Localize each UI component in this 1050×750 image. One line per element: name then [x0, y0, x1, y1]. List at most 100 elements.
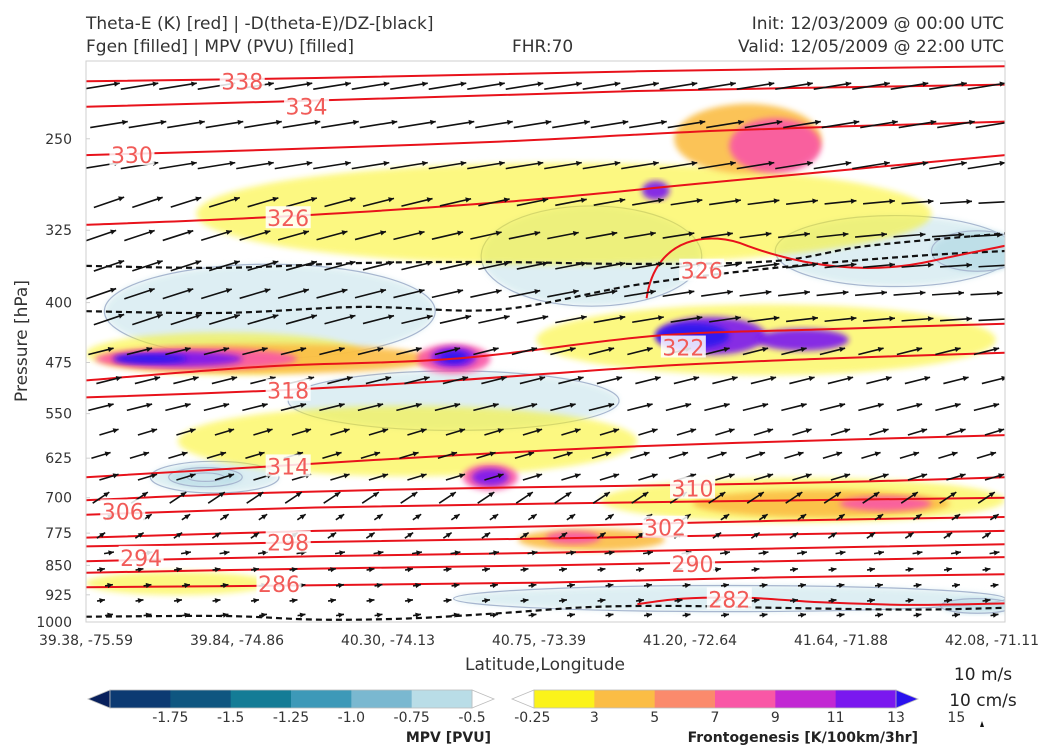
wind-vector-head	[214, 567, 221, 573]
wind-vector-shaft	[929, 82, 967, 91]
wind-vector-head	[889, 198, 895, 204]
wind-vector	[481, 598, 491, 604]
wind-vector-head	[453, 514, 460, 520]
wind-vector-head	[839, 550, 846, 556]
wind-vector	[439, 260, 472, 271]
wind-vector-head	[346, 376, 353, 382]
wind-vector-shaft	[821, 120, 860, 129]
wind-vector-head	[844, 428, 851, 434]
wind-vector	[96, 567, 106, 573]
wind-vector-head	[522, 567, 529, 573]
wind-vector-head	[291, 598, 298, 604]
wind-vector	[624, 231, 656, 240]
wind-vector-head	[958, 232, 964, 238]
wind-vector-head	[145, 612, 152, 618]
wind-vector	[467, 160, 505, 170]
wind-vector-head	[842, 290, 849, 296]
wind-vector-head	[383, 81, 390, 87]
wind-vector-head	[220, 451, 227, 457]
wind-vector-head	[261, 346, 268, 353]
wind-vector	[412, 513, 422, 521]
wind-vector	[197, 160, 236, 170]
wind-vector-head	[353, 119, 359, 125]
wind-vector	[439, 197, 472, 207]
wind-vector-head	[889, 262, 895, 268]
init-time: Init: 12/03/2009 @ 00:00 UTC	[751, 14, 1004, 34]
wind-vector-head	[842, 231, 849, 238]
wind-vector-head	[272, 260, 279, 266]
wind-vector-head	[765, 289, 772, 295]
wind-vector-head	[830, 567, 837, 573]
wind-vector-head	[184, 346, 191, 353]
wind-vector-shaft	[706, 120, 744, 129]
wind-vector-shaft	[813, 82, 852, 91]
wind-vector	[412, 582, 422, 589]
wind-vector	[484, 473, 504, 481]
wind-vector-head	[646, 346, 653, 353]
wind-vector-head	[539, 376, 546, 382]
wind-vector	[274, 81, 313, 91]
wind-vector-shaft	[544, 161, 582, 170]
wind-vector	[126, 346, 153, 356]
wind-vector-head	[374, 451, 381, 457]
wind-vector	[404, 531, 414, 539]
wind-vector	[162, 288, 194, 300]
wind-vector	[442, 376, 469, 385]
wind-vector	[597, 567, 606, 573]
wind-vector-shaft	[978, 200, 1005, 204]
wind-vector-head	[110, 287, 117, 293]
fgen-fill-region	[86, 571, 270, 596]
wind-vector	[173, 531, 183, 539]
wind-vector-shaft	[975, 122, 1005, 129]
wind-vector-head	[195, 260, 202, 266]
y-tick-label-625: 625	[45, 451, 72, 467]
wind-vector	[786, 262, 818, 269]
wind-vector	[670, 198, 703, 206]
wind-vector	[630, 451, 650, 460]
wind-vector	[558, 598, 568, 604]
wind-vector-head	[691, 81, 698, 87]
wind-vector	[869, 428, 889, 436]
x-axis-label: Latitude,Longitude	[465, 655, 625, 675]
wind-vector-head	[253, 532, 260, 538]
wind-vector	[91, 451, 111, 460]
wind-vector-head	[805, 428, 812, 434]
theta-e-contour-310	[86, 476, 1005, 502]
wind-vector	[431, 288, 464, 299]
wind-vector	[412, 612, 422, 618]
wind-vector-head	[616, 376, 623, 382]
wind-vector	[368, 428, 389, 436]
wind-vector-head	[311, 314, 317, 320]
wind-vector	[173, 567, 183, 573]
wind-vector-head	[338, 346, 345, 353]
wind-vector-head	[869, 532, 876, 538]
wind-vector-head	[838, 582, 845, 589]
wind-vector	[168, 451, 188, 460]
wind-vector	[173, 376, 199, 385]
wind-vector	[621, 160, 659, 170]
wind-vector	[901, 198, 934, 205]
wind-vector-head	[735, 261, 741, 267]
wind-vector-head	[797, 451, 804, 457]
wind-vector-head	[792, 598, 798, 604]
y-tick-label-550: 550	[45, 407, 72, 423]
wind-vector-head	[184, 582, 190, 589]
wind-vector-head	[728, 473, 735, 479]
wind-vector	[321, 119, 359, 129]
wind-vector-head	[422, 160, 428, 167]
wind-vector-head	[723, 346, 730, 353]
wind-vector	[784, 451, 804, 460]
wind-vector-shaft	[205, 120, 244, 129]
wind-vector-head	[415, 582, 421, 589]
wind-vector-head	[696, 198, 703, 204]
wind-vector-shaft	[544, 82, 582, 91]
fgen-fill-region	[177, 405, 638, 477]
wind-vector-head	[407, 598, 413, 604]
wind-vector	[327, 376, 353, 385]
wind-vector-head	[927, 198, 934, 205]
mpv-contour-outline	[149, 460, 280, 494]
theta-e-label-314: 314	[267, 455, 309, 480]
wind-vector	[904, 376, 931, 385]
wind-vector-head	[300, 346, 307, 353]
mpv-contour-outline	[930, 230, 1005, 272]
